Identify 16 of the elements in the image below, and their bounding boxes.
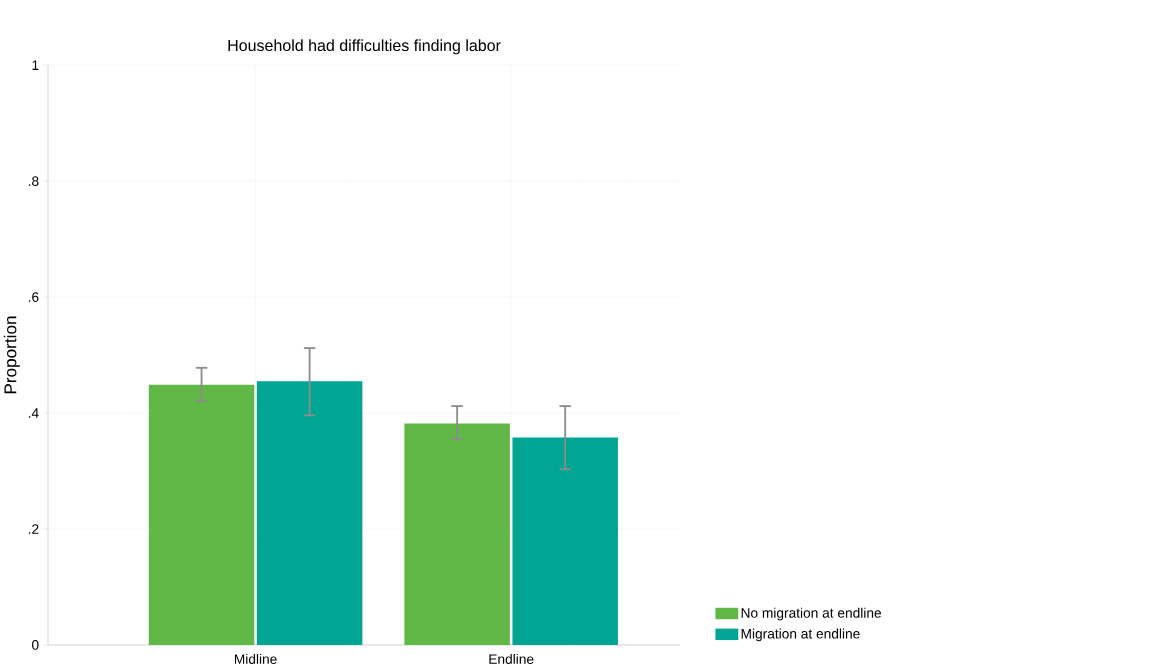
y-tick-label: .4 xyxy=(28,408,39,418)
bar xyxy=(256,381,363,646)
y-axis-title: Proportion xyxy=(3,316,20,394)
legend-label: No migration at endline xyxy=(741,607,882,621)
bar xyxy=(148,384,255,646)
y-tick-label: .8 xyxy=(28,176,39,187)
y-tick-label: 0 xyxy=(32,640,39,650)
y-tick-label: .2 xyxy=(28,524,39,534)
y-tick-label: .6 xyxy=(28,292,39,303)
x-tick-label: Midline xyxy=(234,653,277,665)
y-tick-label: 1 xyxy=(32,60,39,70)
legend-label: Migration at endline xyxy=(741,628,860,642)
chart-title: Household had difficulties finding labor xyxy=(228,39,501,55)
bar xyxy=(512,437,618,646)
x-tick-label: Endline xyxy=(489,653,534,665)
bar xyxy=(404,423,510,646)
